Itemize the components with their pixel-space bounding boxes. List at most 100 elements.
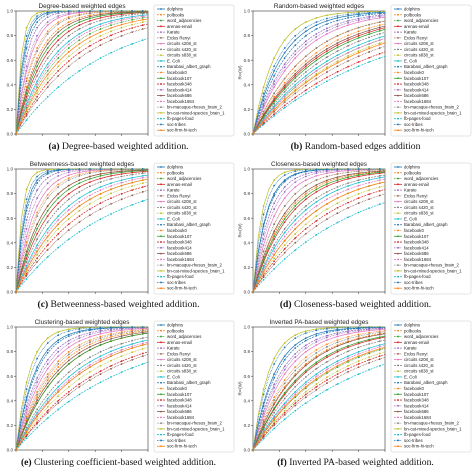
series-point: [89, 333, 91, 336]
series-point: [357, 55, 360, 58]
series-point: [46, 11, 49, 13]
x-tick-label: 20: [303, 138, 309, 139]
series-line: [252, 351, 386, 451]
series-point: [357, 172, 360, 175]
series-point: [67, 43, 70, 46]
series-point: [131, 345, 134, 348]
y-axis-label: R∞(W): [238, 223, 243, 237]
series-point: [378, 47, 381, 49]
series-point: [315, 379, 318, 382]
series-point: [36, 12, 39, 15]
series-point: [131, 17, 134, 19]
legend-marker: [160, 387, 162, 390]
x-tick-label: 50: [145, 138, 151, 139]
legend-box: [153, 320, 235, 453]
series-line: [15, 339, 149, 451]
legend-entry: Barabasi_albert_graph: [167, 380, 211, 385]
y-tick-label: 0.8: [7, 191, 14, 196]
series-point: [36, 399, 39, 402]
series-point: [46, 182, 49, 185]
legend-entry: facebook107: [404, 234, 429, 239]
series-point: [67, 16, 70, 19]
series-point: [294, 39, 297, 42]
series-point: [304, 43, 307, 46]
series-point: [110, 346, 112, 349]
series-point: [131, 351, 134, 354]
y-tick-label: 0.8: [244, 349, 251, 354]
series-point: [46, 417, 49, 420]
legend-entry: arenas-email: [167, 182, 192, 187]
legend-marker: [397, 439, 399, 442]
x-tick-label: 0: [252, 454, 255, 455]
series-point: [67, 21, 70, 24]
series-point: [336, 39, 339, 42]
series-point: [57, 57, 60, 59]
series-point: [78, 175, 81, 177]
series-point: [336, 362, 339, 365]
series-line: [252, 363, 386, 451]
series-line: [252, 25, 386, 135]
series-line: [15, 190, 149, 293]
series-point: [294, 379, 297, 382]
series-point: [78, 346, 81, 349]
series-point: [78, 349, 81, 351]
series-point: [378, 29, 381, 32]
legend-marker: [397, 246, 399, 249]
series-point: [89, 339, 91, 341]
legend-marker: [397, 393, 399, 396]
series-point: [25, 219, 28, 221]
caption-text: Betweenness-based weighted addition.: [48, 299, 200, 310]
series-point: [25, 268, 28, 271]
series-point: [67, 371, 70, 374]
legend-box: [153, 162, 235, 295]
series-point: [273, 411, 276, 414]
series-point: [99, 218, 102, 221]
chart-title: Random-based weighted edges: [274, 3, 364, 10]
series-point: [67, 168, 70, 171]
series-point: [46, 176, 49, 179]
series-point: [57, 39, 60, 42]
legend-entry: soc-firm-hi-tech: [404, 128, 434, 133]
series-point: [99, 344, 102, 346]
series-point: [304, 381, 307, 384]
series-point: [336, 65, 339, 68]
legend-entry: facebook107: [167, 392, 192, 397]
series-point: [315, 186, 318, 188]
series-point: [36, 422, 39, 425]
series-point: [57, 31, 60, 34]
series-point: [326, 56, 328, 59]
series-point: [110, 350, 112, 353]
series-point: [110, 175, 112, 177]
series-point: [262, 225, 265, 228]
legend-entry: soc-firm-hi-tech: [167, 286, 197, 291]
series-point: [283, 99, 286, 101]
series-point: [304, 175, 307, 178]
series-point: [46, 400, 49, 403]
series-point: [131, 334, 134, 337]
legend-entry: facebook1684: [167, 99, 195, 104]
x-tick-label: 0: [15, 454, 18, 455]
series-point: [57, 373, 60, 375]
series-point: [378, 17, 381, 19]
series-point: [357, 346, 360, 349]
series-point: [326, 48, 328, 50]
series-point: [78, 169, 81, 172]
series-point: [273, 208, 276, 211]
series-line: [252, 12, 386, 135]
legend-entry: circuits s420_st: [167, 47, 197, 52]
series-point: [25, 26, 28, 29]
series-point: [294, 347, 297, 350]
series-point: [25, 272, 28, 275]
series-point: [326, 372, 328, 375]
series-point: [120, 175, 123, 178]
series-point: [89, 50, 91, 53]
series-point: [273, 232, 276, 235]
series-line: [15, 170, 149, 293]
series-point: [67, 184, 70, 187]
legend-entry: facebook686: [167, 93, 192, 98]
series-point: [46, 172, 49, 175]
series-point: [368, 23, 371, 26]
y-tick-label: 0.4: [244, 240, 251, 245]
series-point: [304, 209, 307, 211]
y-tick-label: 0.4: [7, 82, 14, 87]
